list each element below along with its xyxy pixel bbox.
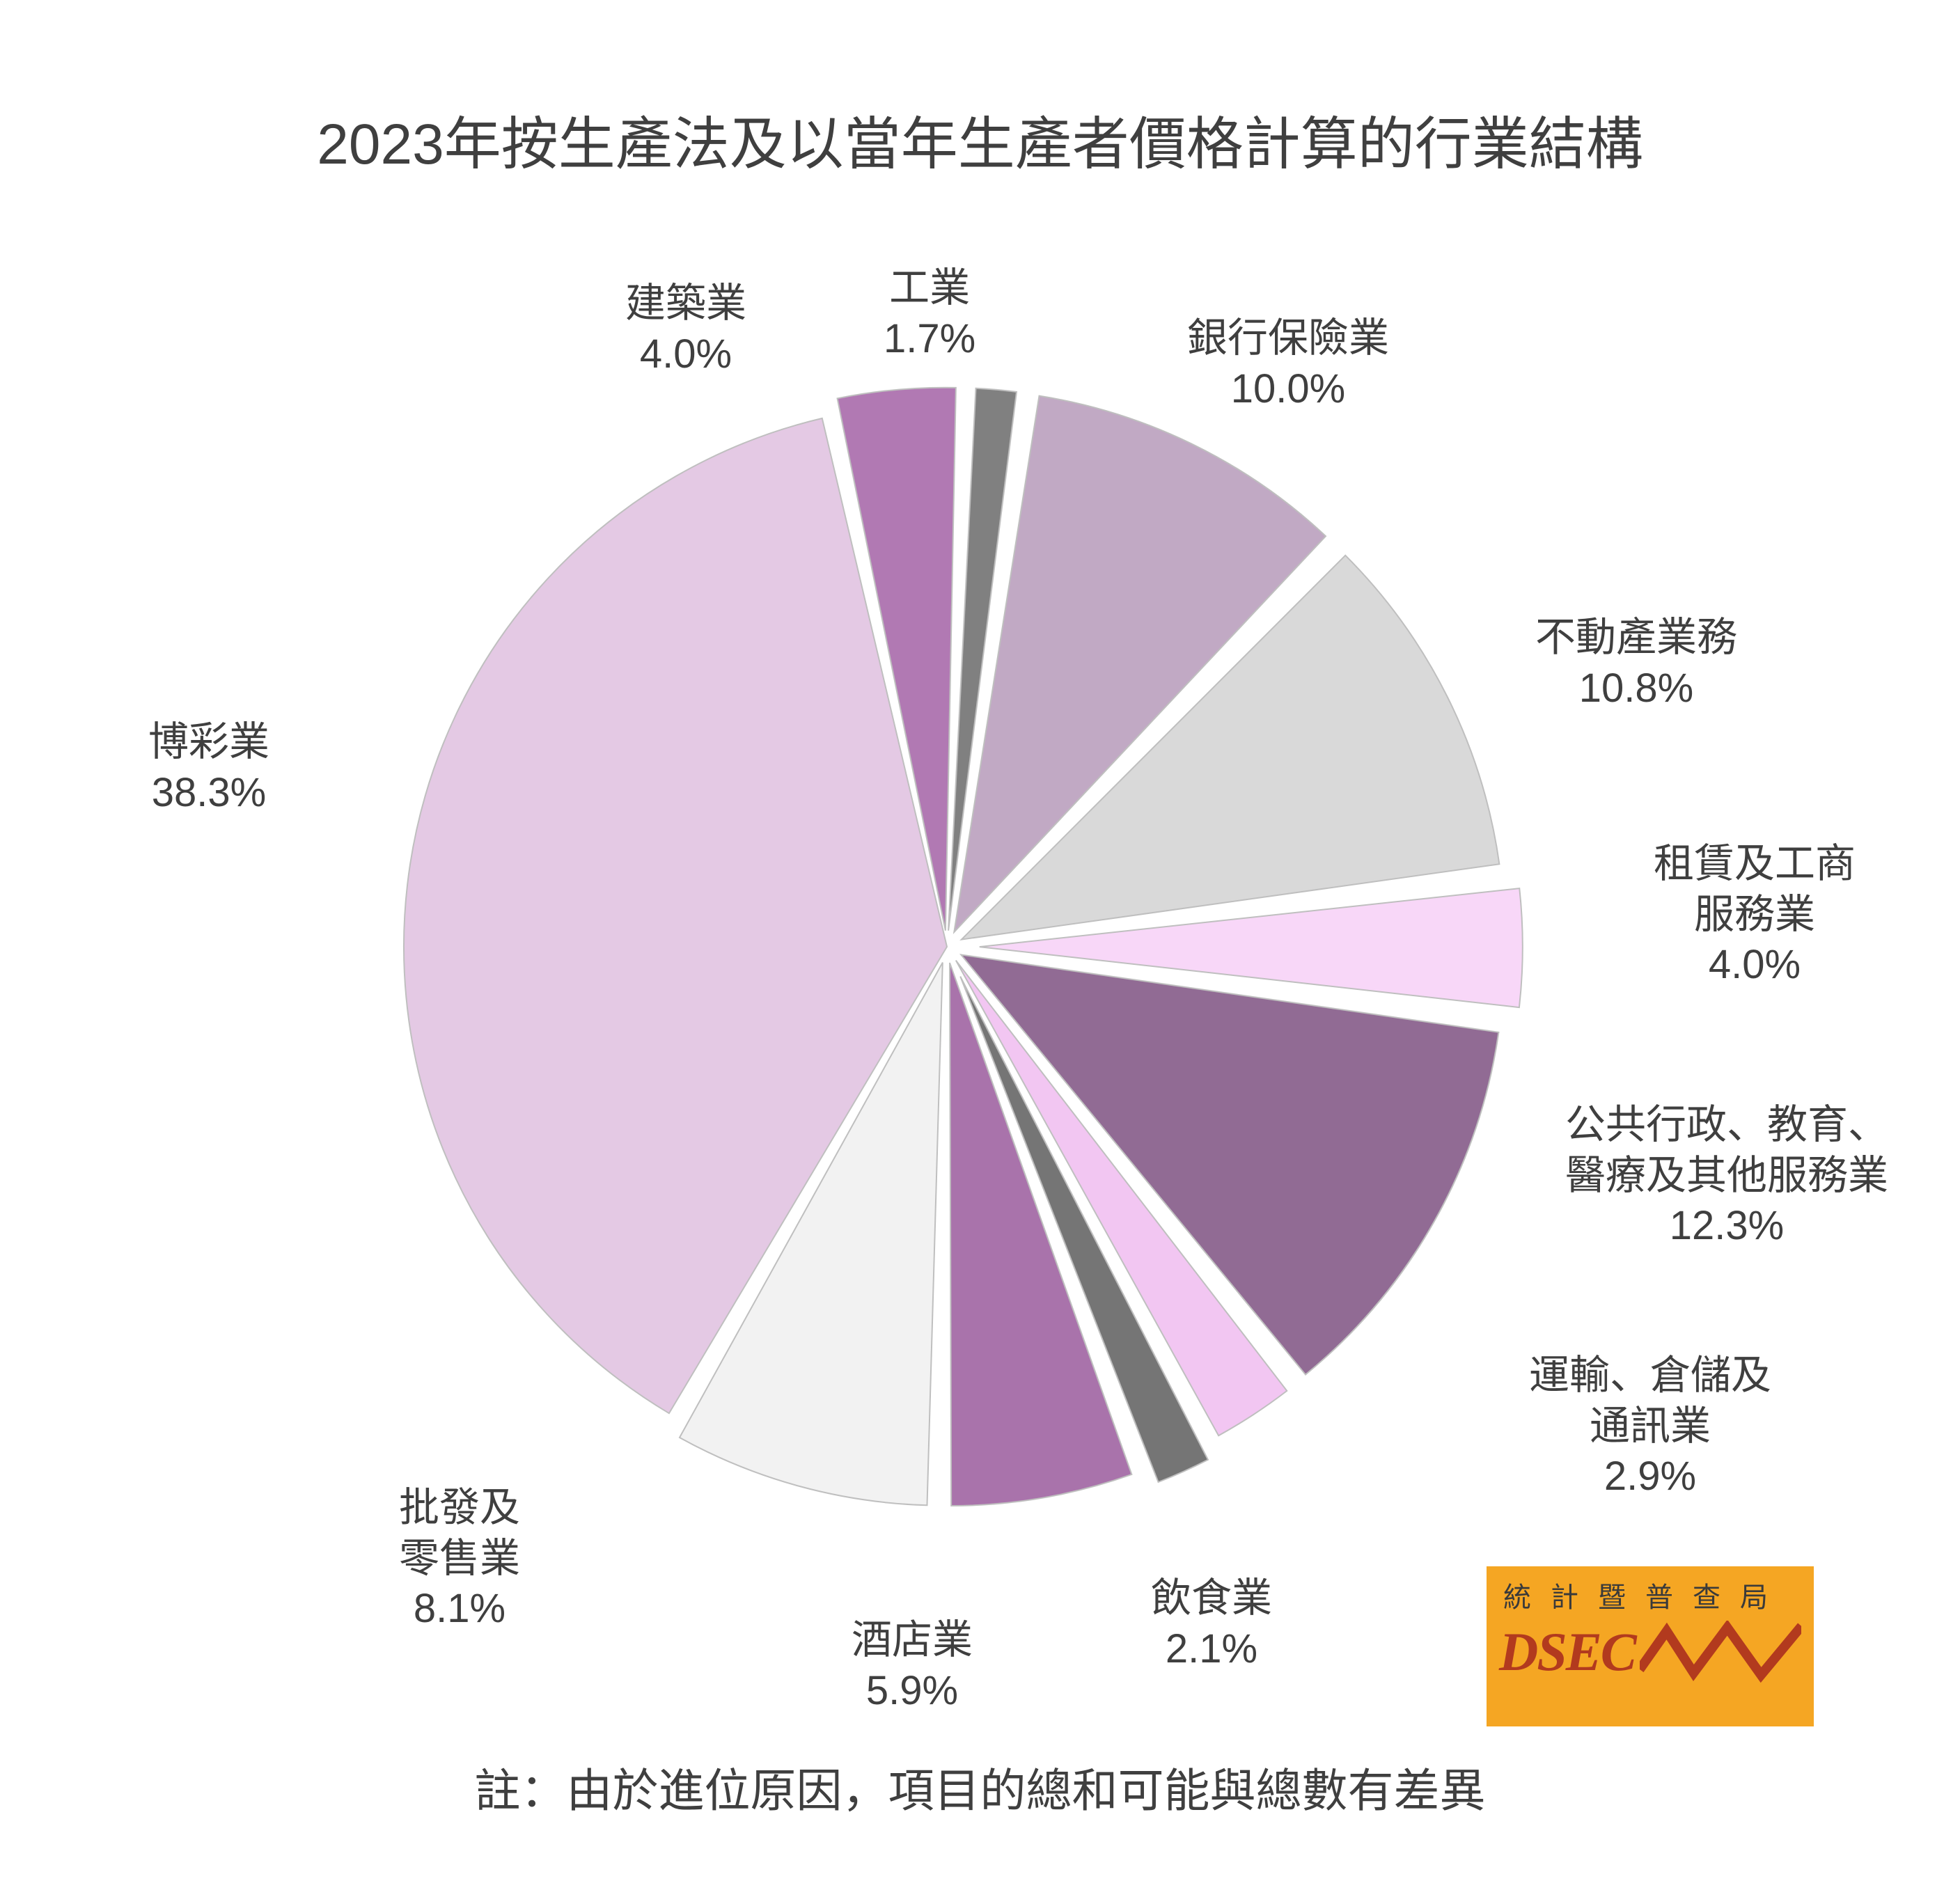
logo-en-text: DSEC [1499,1621,1636,1683]
slice-label: 運輸、倉儲及 通訊業 2.9% [1529,1351,1771,1502]
chart-footnote: 註：由於進位原因，項目的總和可能與總數有差異 [0,1754,1960,1820]
slice-label: 批發及 零售業 8.1% [399,1483,520,1635]
slice-label: 酒店業 5.9% [852,1615,973,1716]
logo-wave-icon [1640,1621,1801,1683]
slice-label: 工業 1.7% [884,263,975,364]
logo-cn-text: 統計暨普查局 [1503,1575,1801,1615]
dsec-logo: 統計暨普查局 DSEC [1487,1566,1814,1726]
slice-label: 租賃及工商 服務業 4.0% [1654,839,1856,991]
slice-label: 飲食業 2.1% [1151,1573,1272,1674]
slice-label: 銀行保險業 10.0% [1187,313,1389,414]
slice-label: 博彩業 38.3% [148,717,269,818]
slice-label: 公共行政、教育、 醫療及其他服務業 12.3% [1565,1100,1888,1252]
slice-label: 建築業 4.0% [625,278,746,379]
slice-label: 不動產業務 10.8% [1535,613,1737,714]
